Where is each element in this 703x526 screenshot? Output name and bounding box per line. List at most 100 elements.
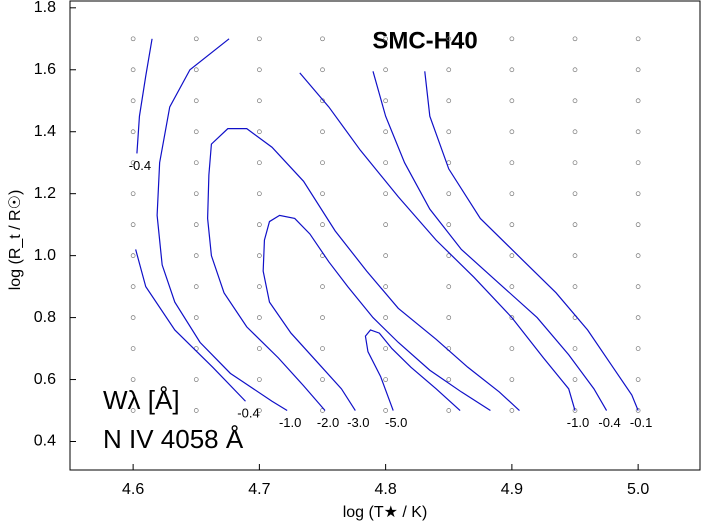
y-tick-label: 0.4	[34, 433, 56, 450]
model-point	[193, 222, 199, 228]
model-point	[193, 36, 199, 42]
model-point	[130, 346, 136, 351]
model-point	[383, 253, 388, 258]
contour-line	[372, 71, 608, 411]
model-point	[193, 191, 199, 197]
model-point	[383, 377, 388, 382]
model-point	[320, 315, 325, 320]
model-point	[383, 284, 388, 289]
model-point	[320, 129, 325, 135]
model-point	[193, 129, 199, 135]
contour-label: -0.4	[598, 415, 620, 430]
model-point	[320, 160, 325, 166]
model-point	[130, 408, 136, 413]
model-point	[130, 160, 136, 166]
model-point	[509, 191, 515, 197]
model-point	[572, 191, 578, 197]
y-tick-label: 1.4	[34, 123, 56, 140]
x-tick-label: 4.7	[248, 481, 270, 498]
model-point	[635, 253, 641, 258]
model-point	[635, 408, 641, 413]
model-point	[257, 377, 262, 382]
model-point	[383, 408, 388, 413]
model-point	[572, 129, 578, 135]
model-point	[257, 67, 262, 73]
model-point	[383, 160, 388, 166]
model-point	[320, 36, 325, 42]
model-point	[193, 377, 199, 382]
model-point	[446, 98, 452, 104]
model-point	[320, 67, 325, 73]
model-point	[193, 98, 199, 104]
model-point	[446, 315, 452, 320]
model-point	[257, 160, 262, 166]
model-point	[509, 36, 515, 42]
model-point	[572, 284, 578, 289]
model-point	[130, 67, 136, 73]
model-point	[572, 98, 578, 104]
annotation: N IV 4058 Å	[103, 424, 244, 454]
model-point	[635, 67, 641, 73]
model-point	[383, 222, 388, 228]
model-point	[193, 160, 199, 166]
contour-label: -0.4	[129, 158, 151, 173]
model-point	[130, 129, 136, 135]
model-point	[130, 377, 136, 382]
model-point	[130, 315, 136, 320]
model-point	[446, 408, 452, 413]
model-point	[635, 346, 641, 351]
model-point	[320, 377, 325, 382]
model-point	[446, 191, 452, 197]
model-point	[509, 284, 515, 289]
y-tick-label: 1.8	[34, 0, 56, 16]
contour-line	[424, 71, 639, 411]
model-point	[130, 284, 136, 289]
model-point	[130, 98, 136, 104]
model-point	[572, 160, 578, 166]
contour-label: -1.0	[279, 415, 301, 430]
model-point	[257, 191, 262, 197]
model-point	[383, 129, 388, 135]
model-point	[383, 191, 388, 197]
x-tick-label: 5.0	[627, 481, 649, 498]
model-point	[257, 284, 262, 289]
contour-line	[262, 214, 491, 412]
model-point	[257, 315, 262, 320]
model-point	[383, 36, 388, 42]
model-point	[509, 129, 515, 135]
model-point	[193, 67, 199, 73]
model-point	[635, 222, 641, 228]
contour-label: -1.0	[567, 415, 589, 430]
chart-title: SMC-H40	[372, 27, 477, 54]
model-point	[257, 36, 262, 42]
model-point	[509, 222, 515, 228]
model-point	[320, 284, 325, 289]
model-point	[509, 315, 515, 320]
model-point	[635, 191, 641, 197]
model-point	[446, 36, 452, 42]
y-tick-label: 1.6	[34, 61, 56, 78]
contour-line	[136, 38, 153, 154]
model-point	[635, 284, 641, 289]
model-point	[320, 222, 325, 228]
model-point	[635, 129, 641, 135]
contour-line	[299, 72, 576, 411]
model-point	[193, 253, 199, 258]
x-tick-label: 4.6	[122, 481, 144, 498]
model-point	[130, 191, 136, 197]
model-point	[446, 129, 452, 135]
model-point	[572, 377, 578, 382]
model-point	[257, 346, 262, 351]
model-point	[130, 36, 136, 42]
model-point	[383, 67, 388, 73]
model-point	[635, 36, 641, 42]
model-point	[320, 191, 325, 197]
model-point	[193, 284, 199, 289]
contour-label: -3.0	[347, 415, 369, 430]
model-point	[257, 408, 262, 413]
model-point	[446, 67, 452, 73]
contour-label: -2.0	[317, 415, 339, 430]
plot-frame	[69, 0, 701, 471]
model-point	[572, 222, 578, 228]
